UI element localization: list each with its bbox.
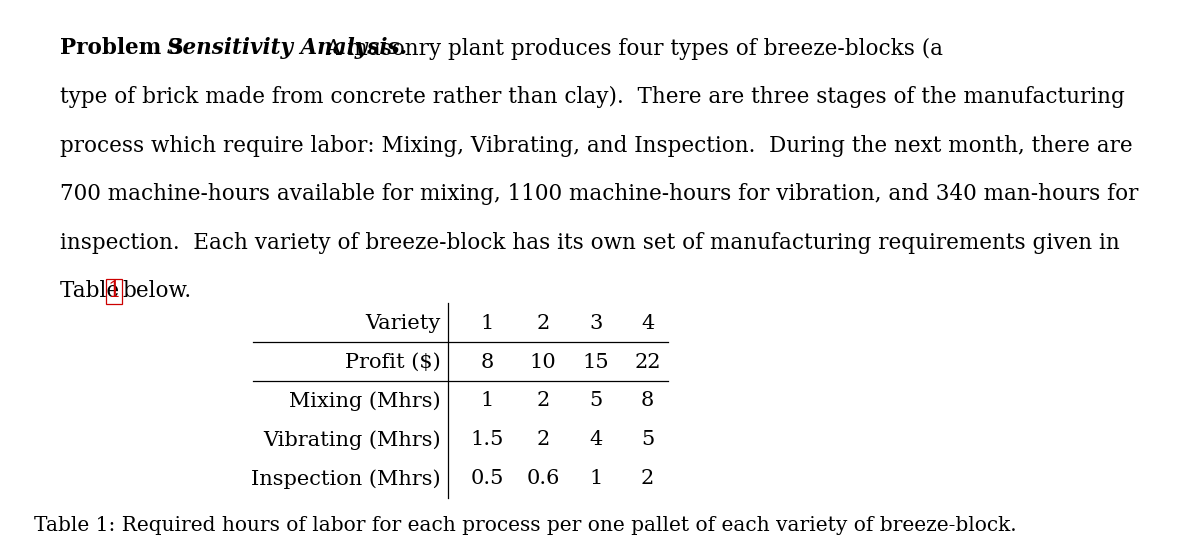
Text: Table 1: Required hours of labor for each process per one pallet of each variety: Table 1: Required hours of labor for eac… <box>34 516 1016 535</box>
Text: 0.5: 0.5 <box>470 469 504 488</box>
Text: 4: 4 <box>641 314 654 333</box>
Text: 2: 2 <box>641 469 654 488</box>
Text: Vibrating (Mhrs): Vibrating (Mhrs) <box>263 430 440 450</box>
Text: 10: 10 <box>529 353 556 371</box>
Text: 15: 15 <box>583 353 610 371</box>
Text: 1: 1 <box>589 469 602 488</box>
Text: below.: below. <box>122 280 192 302</box>
Text: 2: 2 <box>536 314 550 333</box>
Text: 8: 8 <box>641 391 654 411</box>
Text: Table: Table <box>60 280 126 302</box>
Text: Problem 3: Problem 3 <box>60 37 184 59</box>
Text: inspection.  Each variety of breeze-block has its own set of manufacturing requi: inspection. Each variety of breeze-block… <box>60 232 1120 254</box>
Text: 2: 2 <box>536 391 550 411</box>
Text: Inspection (Mhrs): Inspection (Mhrs) <box>251 469 440 489</box>
Text: 3: 3 <box>589 314 602 333</box>
Text: 8: 8 <box>481 353 494 371</box>
Text: 2: 2 <box>536 430 550 450</box>
Text: 1: 1 <box>107 280 121 302</box>
Text: 1: 1 <box>481 391 494 411</box>
Text: 1: 1 <box>481 314 494 333</box>
Text: Variety: Variety <box>366 314 440 333</box>
Text: 0.6: 0.6 <box>526 469 559 488</box>
Text: 5: 5 <box>641 430 654 450</box>
Text: A masonry plant produces four types of breeze-blocks (a: A masonry plant produces four types of b… <box>325 37 943 59</box>
Text: 22: 22 <box>635 353 661 371</box>
Text: Sensitivity Analysis.: Sensitivity Analysis. <box>167 37 407 59</box>
Text: process which require labor: Mixing, Vibrating, and Inspection.  During the next: process which require labor: Mixing, Vib… <box>60 135 1133 157</box>
Text: 4: 4 <box>589 430 602 450</box>
Text: 1.5: 1.5 <box>470 430 504 450</box>
Text: Mixing (Mhrs): Mixing (Mhrs) <box>289 391 440 411</box>
Text: 5: 5 <box>589 391 602 411</box>
Text: Profit ($): Profit ($) <box>346 353 440 371</box>
Text: type of brick made from concrete rather than clay).  There are three stages of t: type of brick made from concrete rather … <box>60 86 1126 108</box>
Text: 700 machine-hours available for mixing, 1100 machine-hours for vibration, and 34: 700 machine-hours available for mixing, … <box>60 183 1139 205</box>
